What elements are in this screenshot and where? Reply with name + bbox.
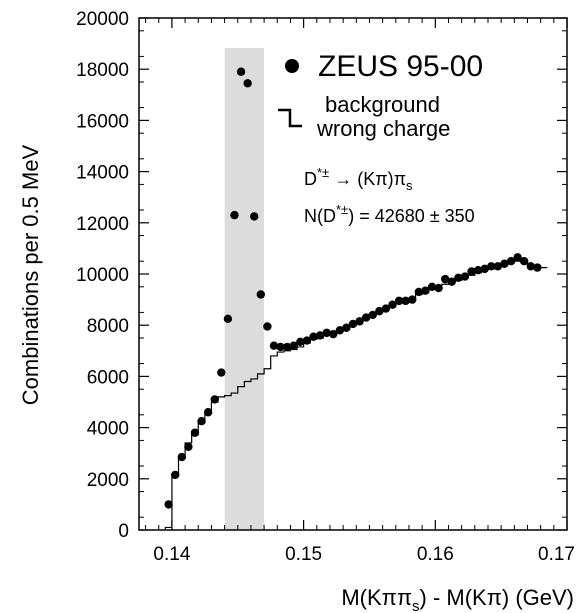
data-point xyxy=(236,67,246,76)
data-point xyxy=(256,290,266,299)
data-point xyxy=(250,212,259,221)
data-point xyxy=(440,274,450,284)
data-point xyxy=(500,259,509,268)
data-point xyxy=(473,265,483,275)
data-point xyxy=(487,262,496,271)
data-point xyxy=(190,428,200,437)
y-tick-label: 0 xyxy=(118,521,129,542)
y-tick-label: 18000 xyxy=(76,60,129,81)
data-point xyxy=(394,296,404,306)
data-point xyxy=(177,452,186,462)
y-tick-label: 14000 xyxy=(76,163,129,184)
data-point xyxy=(322,328,331,338)
data-point xyxy=(184,442,193,451)
data-point xyxy=(375,306,384,316)
data-point xyxy=(434,283,443,293)
legend-background-label-1: background xyxy=(325,92,440,117)
legend: ZEUS 95-00 background wrong charge D*± →… xyxy=(278,50,483,226)
data-point xyxy=(230,210,239,220)
data-point xyxy=(342,323,351,332)
axis-ticks xyxy=(139,17,568,531)
data-point xyxy=(388,300,397,309)
data-point xyxy=(454,273,463,283)
data-point xyxy=(210,395,219,404)
legend-step-symbol xyxy=(278,108,302,128)
y-tick-label: 6000 xyxy=(87,367,129,388)
x-tick-label: 0.17 xyxy=(538,544,575,565)
y-tick-label: 10000 xyxy=(76,265,129,286)
legend-data-marker xyxy=(285,59,299,73)
data-point xyxy=(197,417,206,426)
data-point xyxy=(263,322,272,331)
data-point xyxy=(520,257,529,266)
signal-region-band xyxy=(224,48,265,530)
legend-background-label-2: wrong charge xyxy=(316,116,450,141)
y-tick-label: 2000 xyxy=(87,470,129,491)
data-point xyxy=(329,329,338,339)
data-point xyxy=(427,282,437,291)
x-tick-label: 0.16 xyxy=(417,544,454,565)
data-point xyxy=(282,342,292,352)
data-point xyxy=(368,310,377,320)
y-tick-label: 4000 xyxy=(87,419,129,440)
data-point xyxy=(217,368,226,377)
y-tick-label: 12000 xyxy=(76,214,129,235)
legend-yield: N(D*±) = 42680 ± 350 xyxy=(304,202,475,226)
data-point xyxy=(355,317,364,326)
data-point xyxy=(243,79,252,88)
x-tick-label: 0.14 xyxy=(153,544,190,565)
data-point xyxy=(302,336,312,345)
legend-decay-formula: D*± → (Kπ)πs xyxy=(304,165,413,193)
data-point xyxy=(289,341,298,350)
data-point xyxy=(421,286,430,295)
plot-area: 0 2000 4000 6000 8000 10000 12000 14000 16000 180… xyxy=(76,9,575,565)
data-point xyxy=(467,267,476,276)
data-point xyxy=(296,337,305,347)
data-point xyxy=(533,263,542,272)
x-tick-label: 0.15 xyxy=(285,544,322,565)
tick-labels: 0 2000 4000 6000 8000 10000 12000 14000 16000 180… xyxy=(76,9,575,565)
data-points xyxy=(164,67,542,509)
y-tick-label: 16000 xyxy=(76,111,129,132)
y-axis-title: Combinations per 0.5 MeV xyxy=(18,144,43,405)
data-point xyxy=(513,253,522,262)
data-point xyxy=(493,262,503,271)
data-point xyxy=(309,332,318,341)
data-point xyxy=(447,277,456,286)
data-point xyxy=(381,304,391,313)
data-point xyxy=(335,326,345,335)
data-point xyxy=(348,319,358,329)
data-point xyxy=(414,287,424,297)
data-point xyxy=(269,341,279,350)
data-point xyxy=(276,342,285,352)
data-point xyxy=(408,295,417,304)
data-point xyxy=(460,272,470,281)
data-point xyxy=(506,257,516,266)
data-point xyxy=(164,500,173,509)
y-tick-label: 20000 xyxy=(76,9,129,30)
data-point xyxy=(526,262,535,271)
data-point xyxy=(171,470,180,480)
data-point xyxy=(223,314,233,323)
data-point xyxy=(361,313,371,322)
data-point xyxy=(203,408,213,417)
y-tick-label: 8000 xyxy=(87,316,129,337)
background-step-histogram xyxy=(164,260,548,530)
x-axis-title: M(Kππs) - M(Kπ) (GeV) xyxy=(341,585,574,613)
data-point xyxy=(480,264,489,274)
data-point xyxy=(315,331,325,340)
legend-data-label: ZEUS 95-00 xyxy=(318,50,483,83)
data-point xyxy=(401,296,410,306)
